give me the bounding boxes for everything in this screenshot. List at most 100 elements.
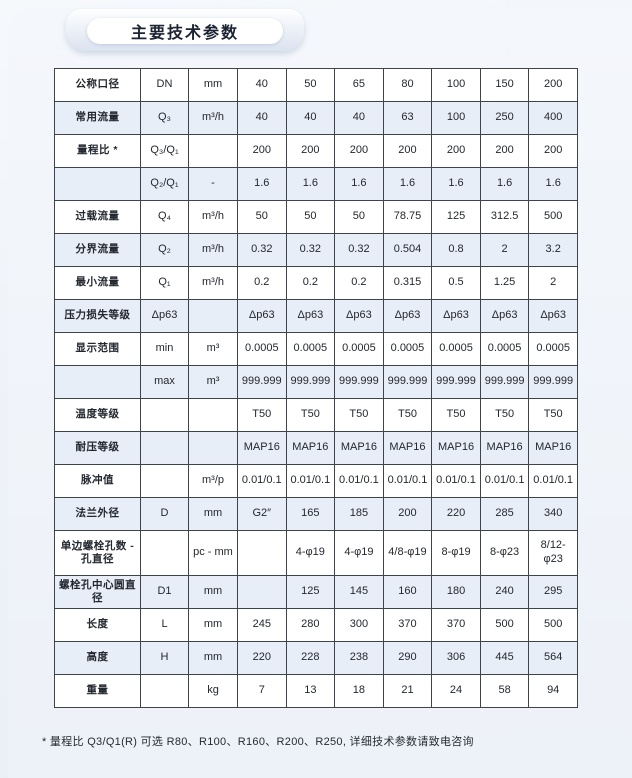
- value-cell: 7: [237, 674, 287, 708]
- value-cell: 999.999: [479, 365, 530, 399]
- value-cell: Δp63: [285, 299, 336, 333]
- value-cell: 94: [528, 674, 578, 708]
- value-cell: 200: [382, 497, 433, 531]
- value-cell: 58: [479, 674, 530, 708]
- page-title: 主要技术参数: [130, 25, 239, 42]
- value-cell: Δp63: [237, 299, 287, 333]
- value-cell: 21: [382, 674, 433, 708]
- unit-cell: m³/p: [188, 464, 238, 498]
- row-label-cell: 常用流量: [54, 101, 141, 135]
- row-label-cell: 最小流量: [54, 266, 141, 300]
- value-cell: 0.0005: [431, 332, 481, 366]
- symbol-cell: Q₃: [140, 101, 189, 135]
- value-cell: 400: [528, 101, 578, 135]
- table-row: max m³ 999.999 999.999 999.999 999.999 999.999…: [54, 365, 578, 399]
- value-cell: 185: [334, 497, 384, 531]
- value-cell: 2: [479, 233, 530, 267]
- value-cell: 180: [431, 575, 481, 609]
- section-title-pill: 主要技术参数: [87, 18, 283, 44]
- row-label-cell: 螺栓孔中心圆直径: [54, 575, 141, 609]
- value-cell: T50: [479, 398, 530, 432]
- value-cell: 0.01/0.1: [334, 464, 384, 498]
- value-cell: 300: [334, 608, 384, 642]
- value-cell: 0.01/0.1: [382, 464, 433, 498]
- value-cell: 200: [382, 134, 433, 168]
- table-row: 单边螺栓孔数 - 孔直径 pc - mm 4-φ19 4-φ19 4/8-φ19 8-φ1…: [54, 530, 578, 576]
- symbol-cell: Q₃/Q₁: [140, 134, 189, 168]
- value-cell: 999.999: [528, 365, 578, 399]
- value-cell: 0.8: [431, 233, 481, 267]
- value-cell: [237, 575, 287, 609]
- value-cell: MAP16: [528, 431, 578, 465]
- unit-cell: mm: [188, 608, 238, 642]
- value-cell: 500: [479, 608, 530, 642]
- row-label-cell: 脉冲值: [54, 464, 141, 498]
- value-cell: 3.2: [528, 233, 578, 267]
- value-cell: 220: [237, 641, 287, 675]
- value-cell: 999.999: [237, 365, 287, 399]
- value-cell: 0.01/0.1: [237, 464, 287, 498]
- value-cell: 0.0005: [334, 332, 384, 366]
- unit-cell: m³/h: [188, 266, 238, 300]
- unit-cell: kg: [188, 674, 238, 708]
- table-row: 重量 kg 7 13 18 21 24 58 94: [54, 674, 578, 708]
- value-cell: 285: [479, 497, 530, 531]
- unit-cell: mm: [188, 641, 238, 675]
- value-cell: Δp63: [431, 299, 481, 333]
- value-cell: 145: [334, 575, 384, 609]
- value-cell: MAP16: [431, 431, 481, 465]
- value-cell: 4-φ19: [334, 530, 384, 576]
- value-cell: 1.6: [237, 167, 287, 201]
- value-cell: 40: [334, 101, 384, 135]
- unit-cell: mm: [188, 575, 238, 609]
- symbol-cell: Q₂/Q₁: [140, 167, 189, 201]
- value-cell: 150: [479, 68, 530, 102]
- table-row: 脉冲值 m³/p 0.01/0.1 0.01/0.1 0.01/0.1 0.01/0.1 0…: [54, 464, 578, 498]
- value-cell: 564: [528, 641, 578, 675]
- value-cell: 0.32: [237, 233, 287, 267]
- value-cell: G2″: [237, 497, 287, 531]
- value-cell: 0.2: [285, 266, 336, 300]
- value-cell: 1.6: [528, 167, 578, 201]
- value-cell: 1.6: [285, 167, 336, 201]
- table-row: 温度等级 T50 T50 T50 T50 T50 T50 T50: [54, 398, 578, 432]
- value-cell: 160: [382, 575, 433, 609]
- value-cell: 500: [528, 200, 578, 234]
- row-label-cell: 显示范围: [54, 332, 141, 366]
- table-row: 分界流量 Q₂ m³/h 0.32 0.32 0.32 0.504 0.8 2 3.2: [54, 233, 578, 267]
- value-cell: 999.999: [334, 365, 384, 399]
- table-row: 螺栓孔中心圆直径 D1 mm 125 145 160 180 240 295: [54, 575, 578, 609]
- value-cell: 220: [431, 497, 481, 531]
- value-cell: MAP16: [285, 431, 336, 465]
- row-label-cell: [54, 365, 141, 399]
- value-cell: 0.01/0.1: [528, 464, 578, 498]
- value-cell: 200: [528, 68, 578, 102]
- table-row: 显示范围 min m³ 0.0005 0.0005 0.0005 0.0005 0.0005 0…: [54, 332, 578, 366]
- value-cell: 999.999: [285, 365, 336, 399]
- row-label-cell: 温度等级: [54, 398, 141, 432]
- value-cell: MAP16: [479, 431, 530, 465]
- unit-cell: [188, 398, 238, 432]
- unit-cell: m³/h: [188, 233, 238, 267]
- table-row: 过载流量 Q₄ m³/h 50 50 50 78.75 125 312.5 500: [54, 200, 578, 234]
- value-cell: 50: [285, 200, 336, 234]
- value-cell: 370: [431, 608, 481, 642]
- symbol-cell: [140, 464, 189, 498]
- unit-cell: m³: [188, 332, 238, 366]
- value-cell: 100: [431, 101, 481, 135]
- value-cell: 500: [528, 608, 578, 642]
- value-cell: 999.999: [431, 365, 481, 399]
- symbol-cell: max: [140, 365, 189, 399]
- row-label-cell: 长度: [54, 608, 141, 642]
- symbol-cell: min: [140, 332, 189, 366]
- value-cell: 306: [431, 641, 481, 675]
- value-cell: 18: [334, 674, 384, 708]
- value-cell: 1.6: [431, 167, 481, 201]
- value-cell: 200: [334, 134, 384, 168]
- value-cell: Δp63: [382, 299, 433, 333]
- value-cell: T50: [431, 398, 481, 432]
- value-cell: T50: [285, 398, 336, 432]
- value-cell: 245: [237, 608, 287, 642]
